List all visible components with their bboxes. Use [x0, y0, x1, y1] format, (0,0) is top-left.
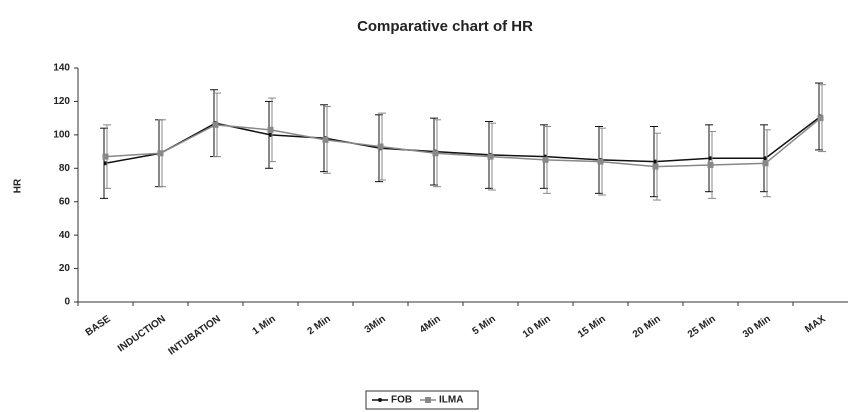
marker — [817, 115, 824, 122]
x-tick-label: INDUCTION — [116, 314, 168, 355]
marker — [542, 156, 549, 163]
marker — [597, 158, 604, 165]
y-tick-label: 140 — [53, 63, 70, 74]
y-tick-label: 60 — [59, 196, 71, 207]
x-tick-label: INTUBATION — [167, 314, 223, 358]
x-tick-label: 20 Min — [631, 314, 663, 341]
legend-label: FOB — [391, 395, 412, 406]
x-tick-label: 2 Min — [305, 314, 332, 338]
y-tick-label: 100 — [53, 129, 70, 140]
marker — [322, 136, 329, 143]
x-tick-label: BASE — [84, 313, 113, 338]
y-axis-label: HR — [13, 178, 24, 193]
marker — [102, 153, 109, 160]
legend-label: ILMA — [439, 395, 463, 406]
x-tick-label: 5 Min — [470, 314, 497, 338]
marker — [157, 150, 164, 157]
x-tick-label: 4Min — [418, 314, 443, 336]
y-tick-label: 120 — [53, 96, 70, 107]
x-tick-label: 3Min — [363, 314, 388, 336]
legend-marker — [378, 398, 382, 402]
marker — [487, 153, 494, 160]
chart-title: Comparative chart of HR — [357, 18, 533, 35]
y-tick-label: 0 — [64, 297, 70, 308]
marker — [212, 121, 219, 128]
marker — [707, 161, 714, 168]
y-tick-label: 80 — [59, 163, 71, 174]
y-tick-label: 20 — [59, 263, 71, 274]
marker — [377, 143, 384, 150]
x-tick-label: 1 Min — [250, 314, 277, 338]
marker — [652, 163, 659, 170]
x-tick-label: 15 Min — [576, 314, 608, 341]
x-tick-label: 30 Min — [741, 314, 773, 341]
series-line — [105, 117, 821, 168]
x-tick-label: 10 Min — [521, 314, 553, 341]
marker — [267, 126, 274, 133]
y-tick-label: 40 — [59, 230, 71, 241]
x-tick-label: MAX — [803, 313, 828, 335]
x-tick-label: 25 Min — [686, 314, 718, 341]
legend-marker — [425, 397, 431, 403]
marker — [762, 160, 769, 167]
marker — [432, 150, 439, 157]
